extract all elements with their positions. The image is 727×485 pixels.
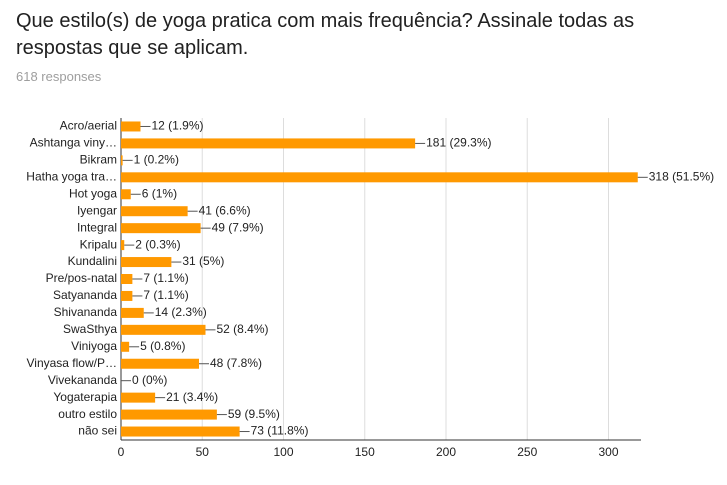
bar — [121, 290, 133, 301]
bar — [121, 189, 131, 200]
value-label: 1 (0.2%) — [134, 153, 179, 167]
x-tick-label: 300 — [598, 445, 618, 459]
value-label: 6 (1%) — [142, 186, 177, 200]
y-tick-label: Integral — [77, 220, 117, 234]
y-tick-label: Yogaterapia — [53, 390, 117, 404]
value-label: 59 (9.5%) — [228, 407, 280, 421]
bar — [121, 392, 156, 403]
bar — [121, 155, 123, 166]
value-label: 0 (0%) — [132, 373, 167, 387]
x-tick-label: 0 — [118, 445, 125, 459]
bar — [121, 409, 217, 420]
bar — [121, 172, 638, 183]
bar — [121, 324, 206, 335]
bar — [121, 274, 133, 284]
value-label: 21 (3.4%) — [166, 390, 218, 404]
value-label: 31 (5%) — [182, 254, 224, 268]
bar — [121, 257, 172, 268]
y-tick-label: Bikram — [80, 153, 117, 167]
value-label: 49 (7.9%) — [212, 220, 264, 234]
y-tick-label: Ashtanga viny… — [30, 136, 117, 150]
bar — [121, 240, 125, 251]
value-label: 48 (7.8%) — [210, 356, 262, 370]
y-tick-label: Satyananda — [53, 288, 117, 302]
bar — [121, 307, 144, 318]
bar — [121, 223, 201, 234]
value-label: 2 (0.3%) — [135, 237, 180, 251]
y-tick-label: Hatha yoga tra… — [26, 169, 117, 183]
y-tick-label: Pre/pos-natal — [46, 271, 117, 285]
x-tick-label: 100 — [273, 445, 293, 459]
value-label: 12 (1.9%) — [152, 119, 204, 133]
y-tick-label: Acro/aerial — [60, 119, 117, 133]
bar — [121, 206, 188, 217]
y-tick-label: Hot yoga — [69, 186, 117, 200]
value-label: 7 (1.1%) — [143, 271, 188, 285]
bar — [121, 138, 416, 149]
chart-title: Que estilo(s) de yoga pratica com mais f… — [16, 10, 635, 59]
response-count: 618 responses — [16, 69, 102, 84]
bar — [121, 426, 240, 437]
y-tick-label: Viniyoga — [71, 339, 117, 353]
bar — [121, 341, 130, 352]
value-label: 318 (51.5%) — [649, 169, 714, 183]
value-label: 52 (8.4%) — [217, 322, 269, 336]
value-label: 181 (29.3%) — [426, 136, 491, 150]
y-tick-label: Vinyasa flow/P… — [27, 356, 118, 370]
y-tick-label: Iyengar — [77, 203, 117, 217]
value-label: 5 (0.8%) — [140, 339, 185, 353]
x-tick-label: 250 — [517, 445, 537, 459]
y-tick-label: Vivekananda — [48, 373, 117, 387]
value-label: 7 (1.1%) — [143, 288, 188, 302]
x-tick-label: 50 — [196, 445, 210, 459]
value-label: 73 (11.8%) — [251, 424, 309, 438]
x-tick-label: 200 — [436, 445, 456, 459]
y-tick-label: Kripalu — [80, 237, 117, 251]
value-label: 41 (6.6%) — [199, 203, 251, 217]
y-tick-label: Kundalini — [68, 254, 117, 268]
y-tick-label: não sei — [78, 424, 117, 438]
value-label: 14 (2.3%) — [155, 305, 207, 319]
y-tick-label: Shivananda — [54, 305, 118, 319]
y-tick-label: outro estilo — [58, 407, 117, 421]
x-tick-label: 150 — [355, 445, 375, 459]
y-tick-label: SwaSthya — [63, 322, 117, 336]
bar — [121, 358, 199, 369]
bar — [121, 121, 141, 132]
